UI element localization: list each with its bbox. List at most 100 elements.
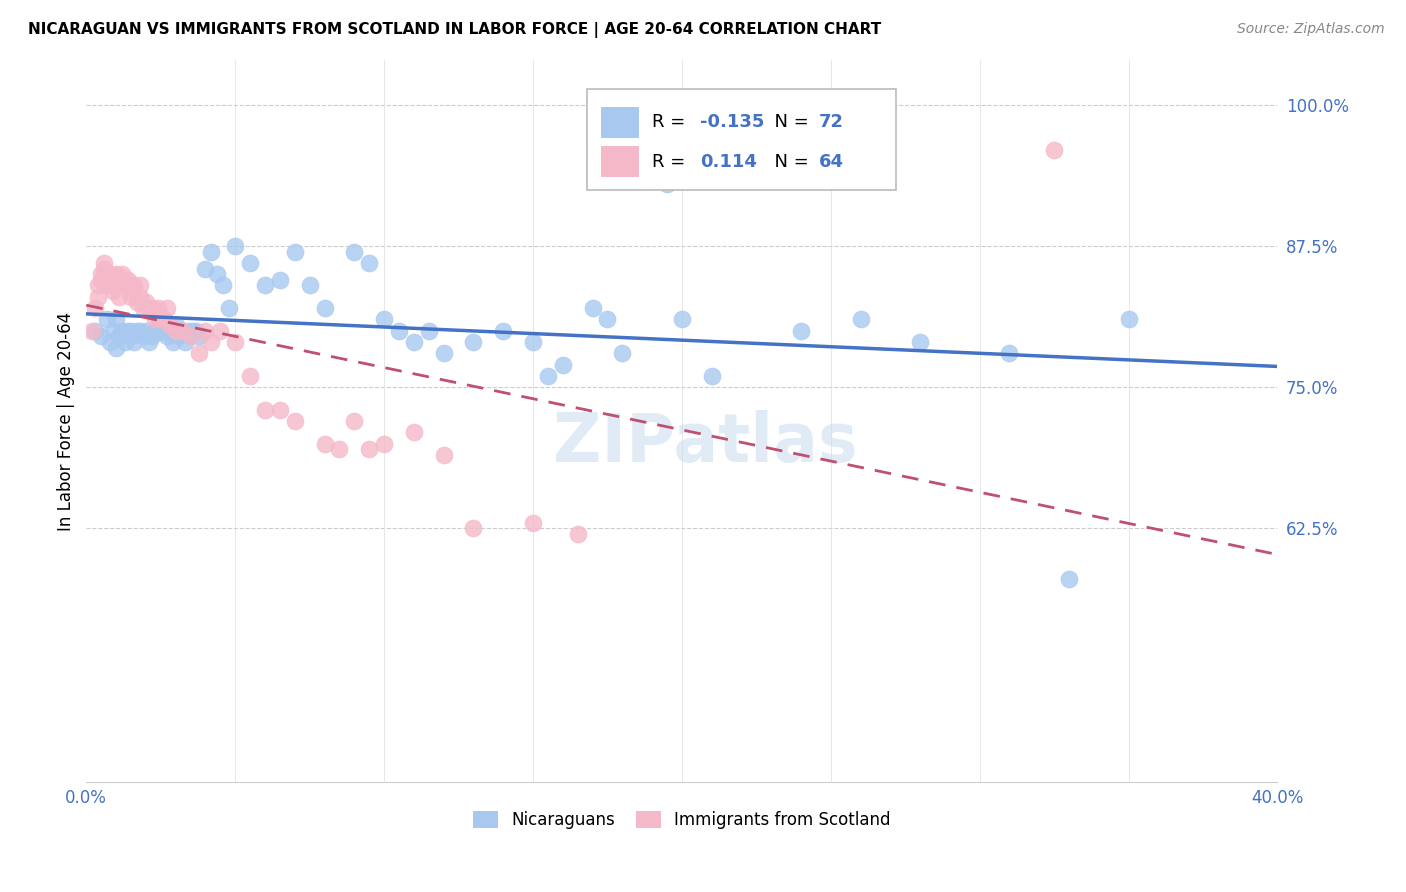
Point — [90, 273, 112, 287]
Point — [402, 334, 425, 349]
Point — [152, 312, 174, 326]
Point — [101, 273, 124, 287]
Point — [359, 256, 381, 270]
Point — [537, 368, 560, 383]
Point — [96, 312, 118, 326]
Point — [149, 312, 172, 326]
Point — [183, 324, 205, 338]
Point — [388, 324, 411, 338]
Point — [253, 278, 276, 293]
Point — [418, 324, 440, 338]
Point — [156, 329, 179, 343]
Point — [135, 324, 157, 338]
Text: -0.135: -0.135 — [700, 113, 763, 131]
Point — [146, 301, 169, 315]
Point — [186, 324, 208, 338]
Point — [284, 414, 307, 428]
Point — [700, 368, 723, 383]
Point — [373, 436, 395, 450]
Point — [149, 324, 172, 338]
Point — [120, 324, 142, 338]
Point — [671, 312, 693, 326]
Point — [998, 346, 1021, 360]
Point — [581, 301, 603, 315]
Point — [224, 239, 246, 253]
Point — [209, 324, 232, 338]
Point — [159, 324, 181, 338]
Point — [188, 346, 211, 360]
Point — [224, 334, 246, 349]
Text: NICARAGUAN VS IMMIGRANTS FROM SCOTLAND IN LABOR FORCE | AGE 20-64 CORRELATION CH: NICARAGUAN VS IMMIGRANTS FROM SCOTLAND I… — [28, 22, 882, 38]
Point — [111, 324, 134, 338]
Text: ZIPatlas: ZIPatlas — [554, 409, 858, 475]
Point — [269, 273, 291, 287]
Point — [141, 301, 163, 315]
Point — [567, 527, 589, 541]
Point — [522, 516, 544, 530]
Point — [87, 290, 110, 304]
Point — [159, 318, 181, 332]
Point — [84, 301, 107, 315]
Point — [117, 273, 139, 287]
Point — [165, 318, 187, 332]
Point — [165, 324, 187, 338]
Point — [359, 442, 381, 457]
Point — [132, 329, 155, 343]
Point — [111, 278, 134, 293]
Text: 72: 72 — [818, 113, 844, 131]
Point — [143, 312, 166, 326]
FancyBboxPatch shape — [600, 146, 638, 177]
Text: Source: ZipAtlas.com: Source: ZipAtlas.com — [1237, 22, 1385, 37]
Legend: Nicaraguans, Immigrants from Scotland: Nicaraguans, Immigrants from Scotland — [467, 804, 897, 836]
Point — [162, 334, 184, 349]
Point — [82, 324, 104, 338]
Point — [167, 329, 190, 343]
Point — [105, 312, 128, 326]
Text: 0.114: 0.114 — [700, 153, 756, 170]
Point — [170, 324, 193, 338]
Point — [90, 267, 112, 281]
Point — [156, 301, 179, 315]
Point — [96, 267, 118, 281]
Point — [612, 346, 634, 360]
Point — [180, 329, 202, 343]
Point — [298, 278, 321, 293]
Point — [105, 278, 128, 293]
Text: R =: R = — [652, 153, 697, 170]
Text: 64: 64 — [818, 153, 844, 170]
Point — [117, 324, 139, 338]
Point — [122, 278, 145, 293]
Point — [194, 261, 217, 276]
Point — [105, 341, 128, 355]
Point — [87, 278, 110, 293]
Point — [143, 324, 166, 338]
Point — [138, 334, 160, 349]
Y-axis label: In Labor Force | Age 20-64: In Labor Force | Age 20-64 — [58, 311, 75, 531]
Point — [101, 284, 124, 298]
Point — [343, 244, 366, 259]
Point — [463, 521, 485, 535]
Point — [120, 290, 142, 304]
Point — [194, 324, 217, 338]
Text: N =: N = — [763, 113, 814, 131]
Point — [314, 301, 336, 315]
Point — [522, 334, 544, 349]
Text: N =: N = — [763, 153, 814, 170]
Point — [146, 318, 169, 332]
Point — [128, 324, 150, 338]
Point — [176, 324, 198, 338]
Point — [152, 324, 174, 338]
Point — [98, 334, 121, 349]
FancyBboxPatch shape — [586, 88, 896, 190]
Text: R =: R = — [652, 113, 692, 131]
Point — [93, 261, 115, 276]
Point — [343, 414, 366, 428]
Point — [328, 442, 350, 457]
Point — [138, 301, 160, 315]
Point — [173, 334, 195, 349]
Point — [463, 334, 485, 349]
Point — [125, 295, 148, 310]
Point — [790, 324, 813, 338]
Point — [98, 267, 121, 281]
Point — [207, 267, 229, 281]
